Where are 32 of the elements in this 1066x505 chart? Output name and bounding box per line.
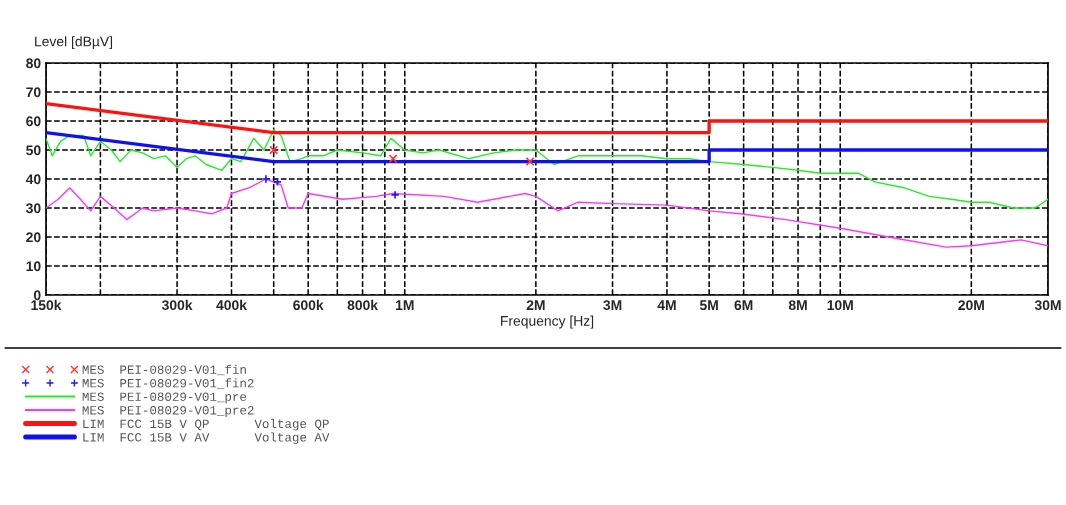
x-tick-label: 8M [788,300,807,311]
x-tick-label: 6M [734,300,753,311]
x-tick-label: 4M [657,300,676,310]
x-axis-title: Frequency [Hz] [501,315,594,329]
y-tick-label: 0 [33,290,41,301]
x-tick-label: 2M [526,300,545,310]
legend-label: MES PEI-08029-V01_pre2 [82,406,254,417]
x-tick-label: 400k [216,299,247,311]
legend-label: LIM FCC 15B V QP Voltage QP [83,418,329,431]
y-tick-label: 60 [26,116,41,127]
y-tick-label: 20 [26,232,41,243]
x-tick-label: 300k [161,299,193,311]
x-tick-label: 600k [293,299,324,311]
y-tick-label: 30 [26,203,41,214]
y-tick-label: 50 [26,145,41,156]
y-tick-label: 10 [26,261,41,272]
x-tick-label: 20M [958,300,984,311]
y-tick-label: 80 [26,58,41,69]
legend-label: LIM FCC 15B V AV Voltage AV [83,432,330,445]
y-axis-title: Level [dBµV] [35,36,113,50]
x-tick-label: 5M [699,300,718,311]
y-tick-label: 40 [25,174,41,185]
legend-label: MES PEI-08029-V01_fin [82,364,246,376]
x-tick-label: 1M [396,300,414,310]
legend-label: MES PEI-08029-V01_pre [82,392,247,404]
x-tick-label: 10M [827,300,853,311]
x-tick-label: 150k [31,299,62,311]
x-tick-label: 800k [347,299,379,311]
x-tick-label: 30M [1034,300,1061,311]
x-tick-label: 3M [603,300,622,311]
y-tick-label: 70 [26,87,41,98]
legend-label: MES PEI-08029-V01_fin2 [82,378,254,389]
